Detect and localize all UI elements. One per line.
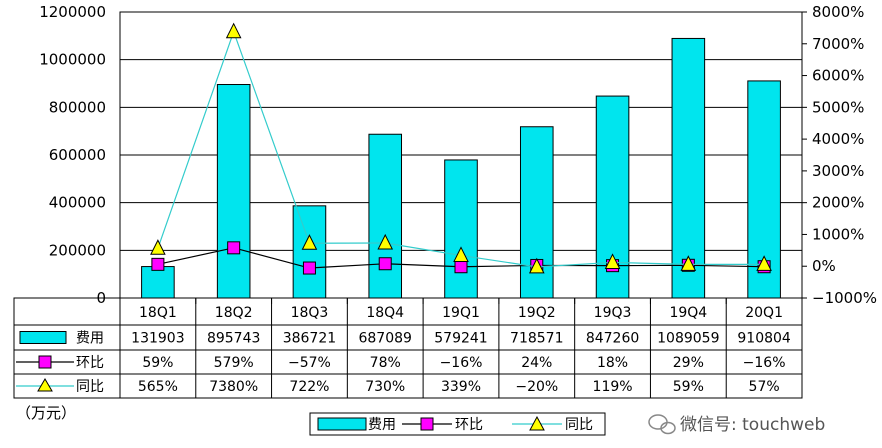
right-tick-label: 2000% xyxy=(812,194,864,212)
bar xyxy=(216,84,251,299)
triangle-marker xyxy=(680,255,697,271)
category-label: 18Q3 xyxy=(291,305,329,321)
data-table: 18Q1 18Q2 18Q3 18Q4 19Q1 19Q2 19Q3 19Q4 20Q1 费用 13… xyxy=(13,297,803,399)
cell-value: 895743 xyxy=(207,331,260,347)
right-tick-label: 4000% xyxy=(812,130,864,148)
watermark-text: 微信号: touchweb xyxy=(680,415,825,435)
row-key-bar xyxy=(19,331,67,344)
plot-area xyxy=(119,11,803,304)
cell-value: 59% xyxy=(673,379,704,395)
cell-value: 131903 xyxy=(131,331,184,347)
legend-label: 费用 xyxy=(368,417,396,433)
category-label: 19Q1 xyxy=(442,305,480,321)
cell-value: −20% xyxy=(515,379,558,395)
left-tick-label: 200000 xyxy=(49,241,106,259)
cell-value: −16% xyxy=(743,355,786,371)
left-tick-label: 800000 xyxy=(49,98,106,116)
triangle-marker xyxy=(150,239,166,255)
cell-value: 718571 xyxy=(510,331,563,347)
left-tick-label: 1200000 xyxy=(39,3,106,21)
legend-label: 环比 xyxy=(455,417,483,433)
category-label: 20Q1 xyxy=(745,305,783,321)
legend-label: 同比 xyxy=(565,417,593,433)
table-border xyxy=(13,297,803,399)
legend-key-square xyxy=(420,417,434,431)
cell-value: 57% xyxy=(749,379,780,395)
row-key-triangle xyxy=(37,378,53,392)
wechat-icon xyxy=(648,414,676,435)
right-tick-label: 6000% xyxy=(812,67,864,85)
cell-value: 687089 xyxy=(358,331,411,347)
cell-value: 59% xyxy=(142,355,173,371)
triangle-marker xyxy=(528,257,545,274)
right-tick-label: −1000% xyxy=(812,289,877,307)
right-tick-label: 8000% xyxy=(812,3,864,21)
triangle-marker xyxy=(377,233,394,250)
cell-value: −16% xyxy=(440,355,483,371)
square-marker xyxy=(302,261,316,275)
triangle-marker xyxy=(301,234,318,250)
line-series xyxy=(150,22,772,275)
cell-value: 910804 xyxy=(737,331,791,347)
legend: 费用 环比 同比 xyxy=(309,412,606,436)
triangle-marker xyxy=(604,253,621,269)
unit-label: （万元） xyxy=(16,404,76,422)
right-tick-label: 5000% xyxy=(812,98,864,116)
triangle-marker xyxy=(453,246,469,262)
cell-value: 386721 xyxy=(283,331,336,347)
cell-value: 18% xyxy=(597,355,628,371)
cell-value: 579% xyxy=(214,355,254,371)
cell-value: 847260 xyxy=(586,331,639,347)
legend-key-triangle xyxy=(529,415,545,431)
square-marker xyxy=(378,257,392,271)
cell-value: 565% xyxy=(138,379,178,395)
cell-value: 722% xyxy=(289,379,329,395)
square-marker xyxy=(151,257,165,271)
left-tick-label: 600000 xyxy=(49,146,106,164)
bar xyxy=(444,159,478,299)
category-label: 18Q4 xyxy=(366,305,404,321)
left-tick-label: 1000000 xyxy=(39,51,106,69)
right-tick-label: 7000% xyxy=(812,35,864,53)
triangle-marker xyxy=(225,22,242,39)
triangle-marker xyxy=(756,255,772,271)
category-label: 19Q4 xyxy=(669,305,707,321)
cell-value: 78% xyxy=(370,355,401,371)
right-axis-ticks: −1000% 0% 1000% 2000% 3000% 4000% 5000% 6000% 70… xyxy=(802,3,877,307)
bar xyxy=(671,37,706,299)
square-marker xyxy=(454,260,468,274)
row-label: 费用 xyxy=(76,331,104,347)
bar xyxy=(141,266,175,299)
bar xyxy=(368,133,403,299)
category-label: 19Q2 xyxy=(518,305,556,321)
legend-key-bar xyxy=(317,417,367,431)
cell-value: 579241 xyxy=(434,331,487,347)
cell-value: 339% xyxy=(441,379,481,395)
cell-value: 29% xyxy=(673,355,704,371)
row-label: 同比 xyxy=(76,379,104,395)
cell-value: 119% xyxy=(593,379,633,395)
right-tick-label: 1000% xyxy=(812,225,864,243)
row-key-square xyxy=(38,355,52,369)
right-tick-label: 3000% xyxy=(812,162,864,180)
category-label: 19Q3 xyxy=(594,305,632,321)
bar xyxy=(292,205,327,299)
row-label: 环比 xyxy=(76,355,104,371)
cell-value: 730% xyxy=(365,379,405,395)
square-marker xyxy=(227,241,241,255)
cell-value: −57% xyxy=(288,355,331,371)
category-label: 18Q2 xyxy=(215,305,253,321)
cell-value: 7380% xyxy=(209,379,258,395)
right-tick-label: 0% xyxy=(812,257,836,275)
category-label: 18Q1 xyxy=(139,305,177,321)
cell-value: 1089059 xyxy=(657,331,719,347)
left-tick-label: 400000 xyxy=(49,194,106,212)
watermark: 微信号: touchweb xyxy=(648,414,825,435)
cell-value: 24% xyxy=(521,355,552,371)
